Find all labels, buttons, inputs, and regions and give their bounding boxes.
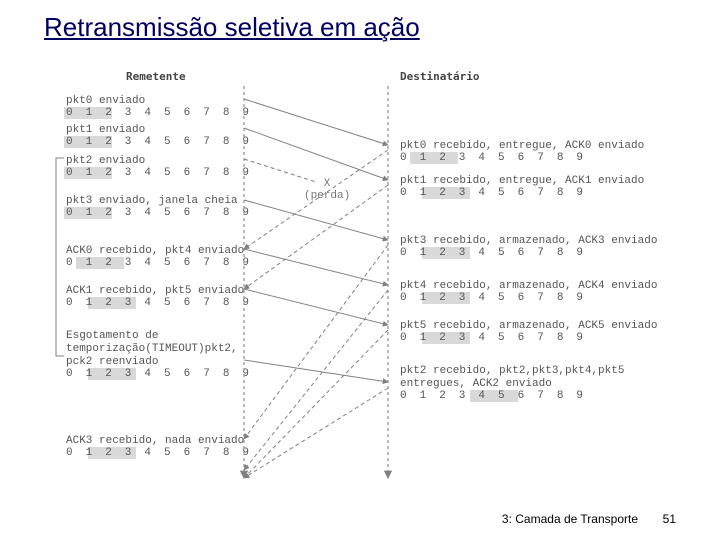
footer-page: 51 (663, 512, 676, 526)
sender-event: temporização(TIMEOUT)pkt2, (66, 343, 238, 356)
footer-chapter: 3: Camada de Transporte (502, 512, 638, 526)
sequence-numbers: 0 1 2 3 4 5 6 7 8 9 (400, 332, 586, 345)
slide-title: Retransmissão seletiva em ação (44, 12, 420, 43)
loss-marker: X(perda) (304, 178, 350, 202)
sequence-numbers: 0 1 2 3 4 5 6 7 8 9 (66, 107, 252, 120)
sequence-numbers: 0 1 2 3 4 5 6 7 8 9 (66, 136, 252, 149)
sequence-numbers: 0 1 2 3 4 5 6 7 8 9 (400, 247, 586, 260)
sender-event: Esgotamento de (66, 330, 158, 343)
column-header-receiver: Destinatário (400, 70, 479, 83)
sequence-numbers: 0 1 2 3 4 5 6 7 8 9 (400, 292, 586, 305)
sequence-numbers: 0 1 2 3 4 5 6 7 8 9 (400, 152, 586, 165)
sequence-numbers: 0 1 2 3 4 5 6 7 8 9 (400, 390, 586, 403)
sequence-numbers: 0 1 2 3 4 5 6 7 8 9 (66, 257, 252, 270)
sequence-numbers: 0 1 2 3 4 5 6 7 8 9 (66, 297, 252, 310)
sequence-numbers: 0 1 2 3 4 5 6 7 8 9 (66, 368, 252, 381)
sequence-numbers: 0 1 2 3 4 5 6 7 8 9 (66, 207, 252, 220)
receiver-event: pkt2 recebido, pkt2,pkt3,pkt4,pkt5 (400, 365, 624, 378)
column-header-sender: Remetente (126, 70, 186, 83)
sequence-numbers: 0 1 2 3 4 5 6 7 8 9 (400, 187, 586, 200)
sequence-numbers: 0 1 2 3 4 5 6 7 8 9 (66, 167, 252, 180)
sequence-numbers: 0 1 2 3 4 5 6 7 8 9 (66, 447, 252, 460)
